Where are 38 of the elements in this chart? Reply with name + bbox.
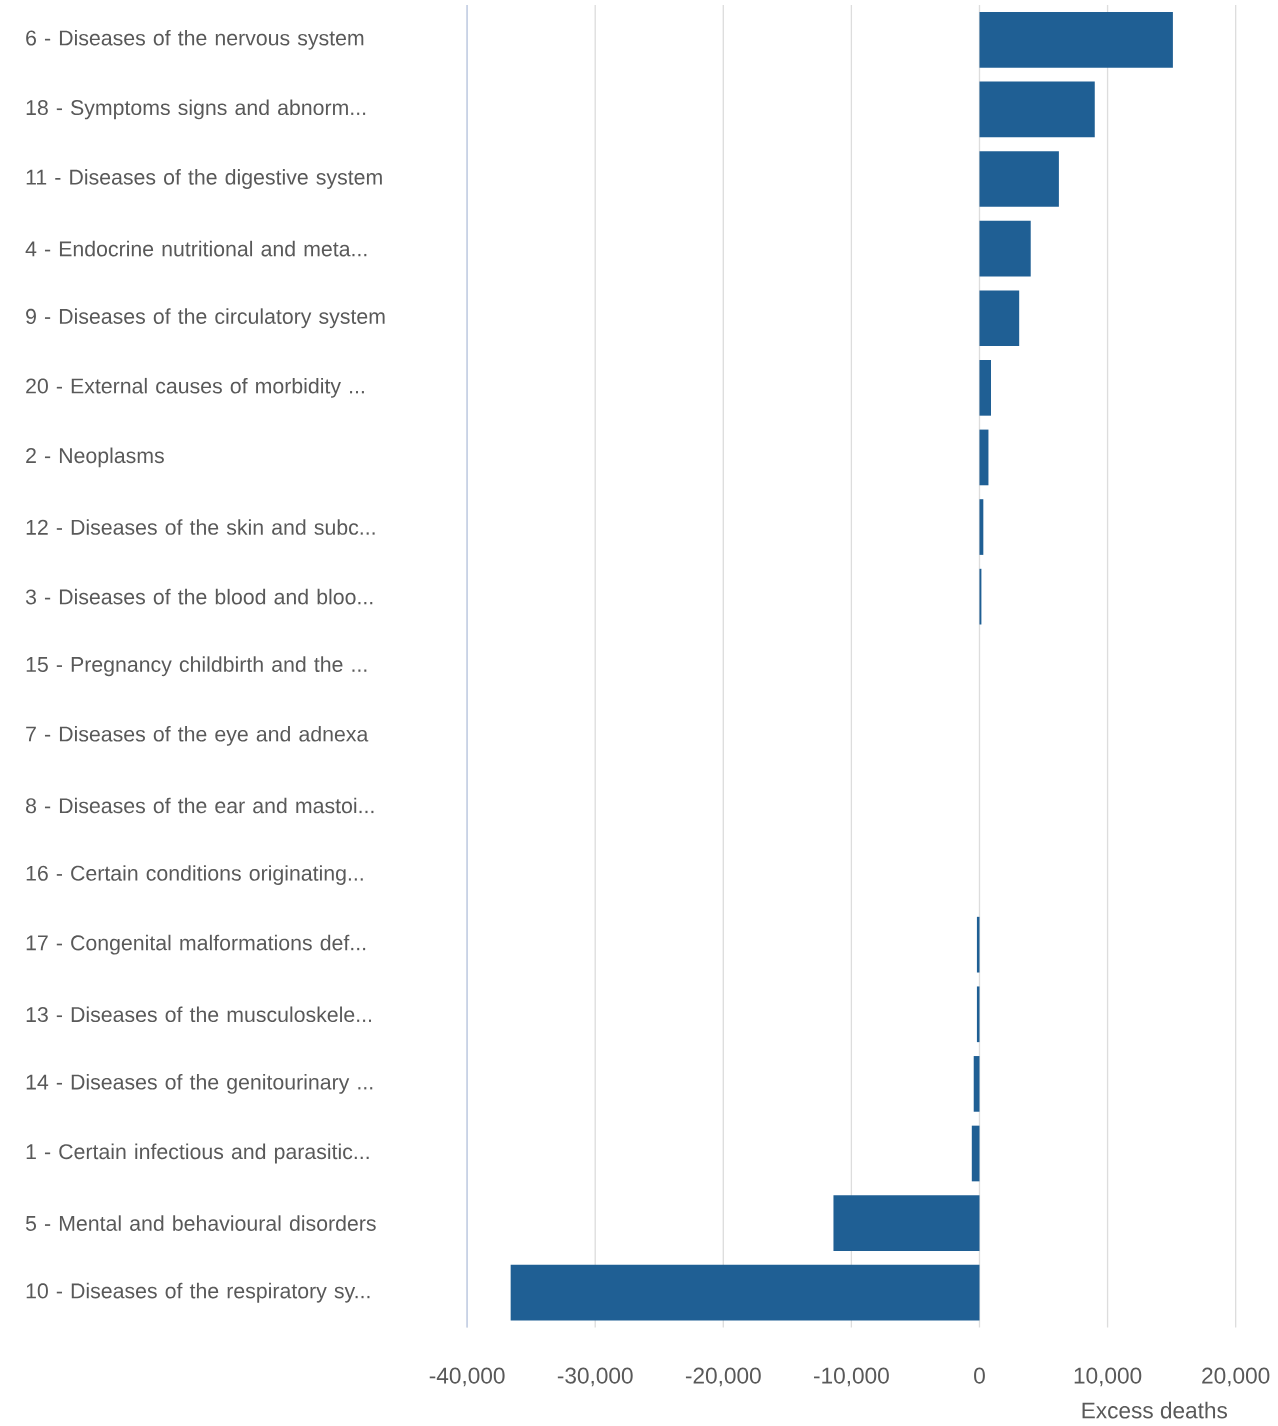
bar [979,151,1059,207]
y-tick-label: 4 - Endocrine nutritional and meta... [25,240,367,257]
x-tick-label: -30,000 [557,1367,633,1387]
y-tick-label: 10 - Diseases of the respiratory sy... [26,1282,370,1303]
y-tick-label: 3 - Diseases of the blood and bloo... [26,588,373,605]
x-tick-label: 0 [974,1367,985,1384]
x-tick-label: -40,000 [429,1367,505,1387]
x-tick-label: 20,000 [1202,1367,1270,1387]
bar [833,1195,980,1251]
y-tick-label: 11 - Diseases of the digestive system [26,169,382,189]
bar [979,499,984,555]
y-tick-label: 2 - Neoplasms [26,447,165,468]
x-tick-label: -10,000 [814,1367,889,1387]
y-tick-label: 14 - Diseases of the genitourinary ... [26,1073,373,1094]
y-tick-label: 15 - Pregnancy childbirth and the ... [26,656,367,677]
y-tick-label: 6 - Diseases of the nervous system [26,29,364,50]
y-tick-label: 7 - Diseases of the eye and adnexa [26,725,369,746]
bar [979,429,989,486]
bar [979,290,1020,347]
y-tick-label: 13 - Diseases of the musculoskele... [26,1006,372,1023]
y-tick-label: 9 - Diseases of the circulatory system [26,308,385,329]
y-tick-label: 17 - Congenital malformations def... [26,934,366,955]
bar [979,220,1031,277]
y-tick-label: 16 - Certain conditions originating... [26,865,363,885]
x-axis-title: Excess deaths [1082,1401,1228,1419]
x-tick-label: 10,000 [1074,1367,1142,1387]
y-tick-label: 20 - External causes of morbidity ... [26,377,365,398]
bar [971,1125,980,1182]
bar [979,81,1095,138]
y-tick-label: 18 - Symptoms signs and abnorm... [26,99,366,120]
y-tick-label: 8 - Diseases of the ear and mastoi... [26,797,374,814]
bar [510,1264,980,1321]
x-tick-label: -20,000 [686,1367,761,1387]
y-tick-label: 12 - Diseases of the skin and subc... [26,519,375,535]
bar [979,11,1173,68]
y-tick-label: 1 - Certain infectious and parasitic... [26,1143,369,1164]
y-tick-label: 5 - Mental and behavioural disorders [26,1215,376,1231]
bar [979,359,992,416]
